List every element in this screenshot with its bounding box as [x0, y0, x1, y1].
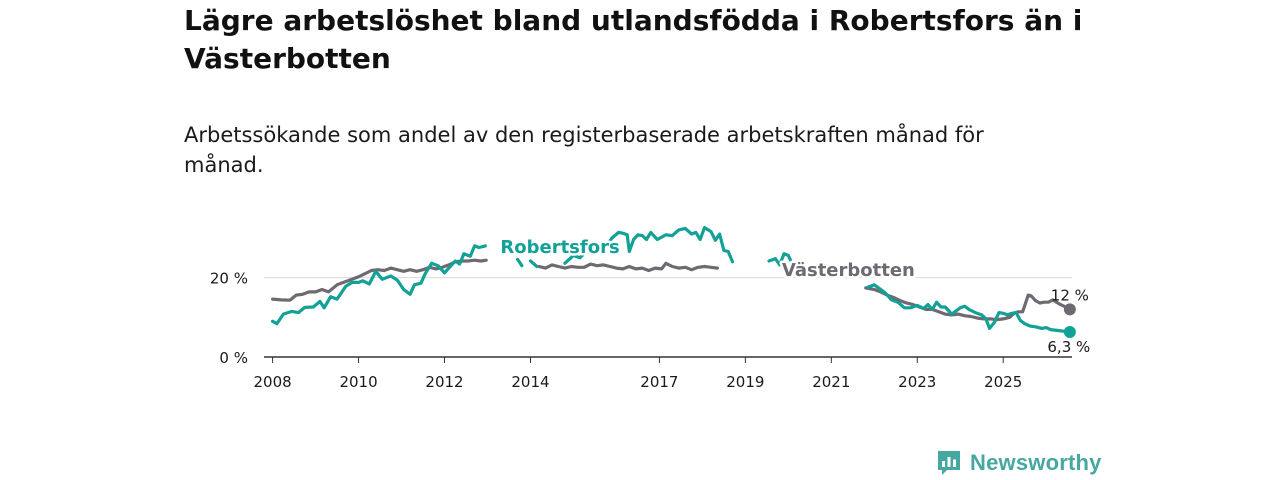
- x-tick-label: 2010: [339, 373, 377, 391]
- series-label-robertsfors: Robertsfors: [500, 237, 619, 258]
- chart-title: Lägre arbetslöshet bland utlandsfödda i …: [184, 4, 1083, 75]
- x-tick-label: 2021: [812, 373, 850, 391]
- x-tick-label: 2017: [640, 373, 678, 391]
- end-point-robertsfors: [1063, 325, 1076, 338]
- end-value-label-robertsfors: 6,3 %: [1047, 338, 1090, 356]
- x-tick-label: 2014: [511, 373, 549, 391]
- newsworthy-bar-chart-icon: [938, 451, 960, 475]
- x-tick-label: 2019: [726, 373, 764, 391]
- end-value-label-vasterbotten: 12 %: [1051, 286, 1089, 304]
- y-tick-label: 20 %: [210, 270, 248, 288]
- x-tick-label: 2023: [898, 373, 936, 391]
- end-point-vasterbotten: [1063, 303, 1076, 316]
- brand-name: Newsworthy: [970, 450, 1102, 475]
- newsworthy-logo: Newsworthy: [936, 449, 1102, 477]
- y-tick-label: 0 %: [219, 349, 248, 367]
- x-tick-label: 2025: [984, 373, 1022, 391]
- series-line-robertsfors: [271, 226, 1072, 334]
- x-tick-label: 2012: [425, 373, 463, 391]
- x-tick-label: 2008: [254, 373, 292, 391]
- chart-subtitle: Arbetssökande som andel av den registerb…: [184, 123, 984, 177]
- series-label-vasterbotten: Västerbotten: [782, 260, 915, 281]
